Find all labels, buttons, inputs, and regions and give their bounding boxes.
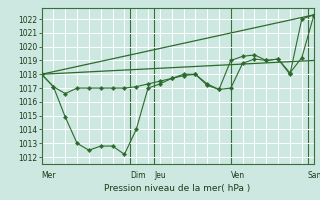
Text: Pression niveau de la mer( hPa ): Pression niveau de la mer( hPa ) [104, 184, 251, 193]
Text: Sam: Sam [308, 171, 320, 180]
Text: Dim: Dim [130, 171, 146, 180]
Text: Ven: Ven [231, 171, 245, 180]
Text: Mer: Mer [42, 171, 56, 180]
Text: Jeu: Jeu [154, 171, 166, 180]
